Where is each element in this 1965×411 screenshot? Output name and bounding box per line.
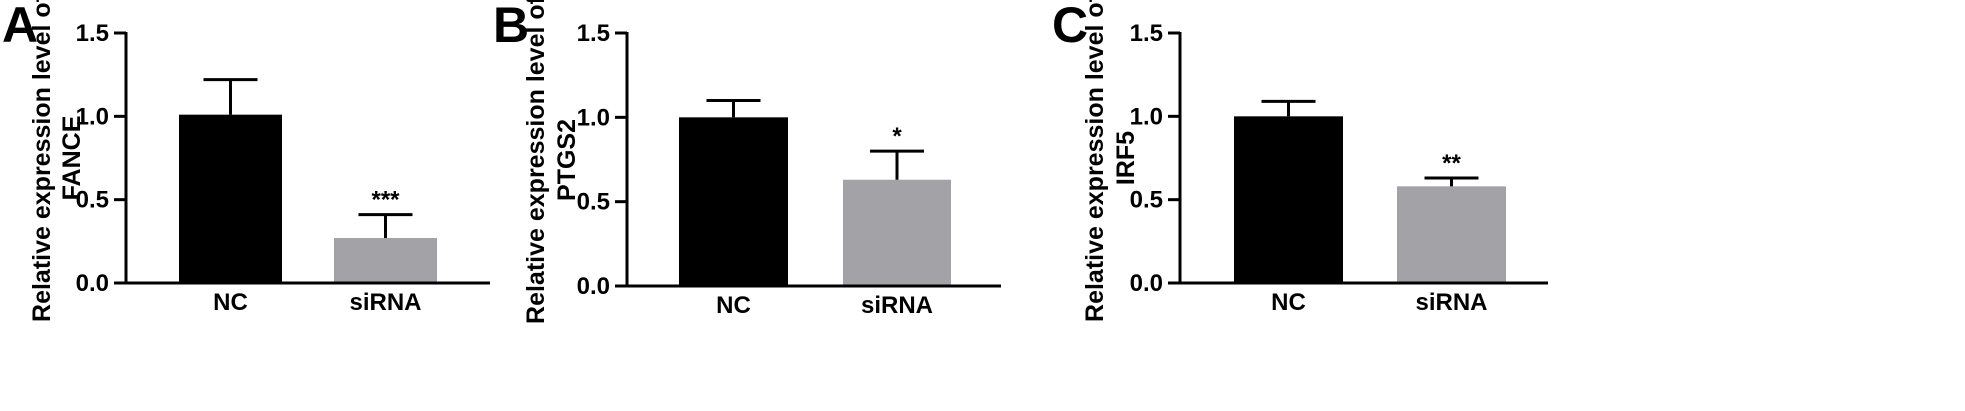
y-tick-label: 0.0 — [76, 270, 109, 297]
x-tick-label: siRNA — [1415, 289, 1487, 316]
x-tick-label: siRNA — [861, 292, 933, 319]
y-tick-label: 0.0 — [577, 273, 610, 300]
bar-nc — [179, 114, 282, 284]
significance-label: * — [892, 123, 902, 150]
y-tick-label: 0.5 — [1130, 187, 1163, 214]
significance-label: ** — [1442, 150, 1461, 177]
x-tick-label: NC — [1271, 289, 1306, 316]
y-tick-label: 1.0 — [1130, 103, 1163, 130]
y-axis-title-line2: IRF5 — [1112, 131, 1140, 185]
panel-letter: C — [1052, 0, 1088, 53]
y-tick-label: 1.5 — [76, 20, 109, 47]
bar-sirna — [1397, 186, 1506, 283]
y-axis-title-line2: FANCE — [58, 116, 86, 201]
y-tick-label: 0.5 — [76, 187, 109, 214]
y-tick-label: 0.5 — [577, 189, 610, 216]
bar-sirna — [843, 179, 951, 286]
y-tick-label: 1.0 — [76, 103, 109, 130]
y-tick-label: 1.5 — [577, 20, 610, 47]
y-axis-title: Relative expression level of — [522, 0, 550, 324]
bar-nc — [1234, 116, 1343, 283]
x-tick-label: NC — [716, 292, 751, 319]
y-tick-label: 1.0 — [577, 104, 610, 131]
panel-letter: B — [493, 0, 529, 53]
panel-letter: A — [2, 0, 38, 53]
x-tick-label: siRNA — [349, 289, 421, 316]
y-axis-title: Relative expression level of — [1081, 0, 1109, 322]
significance-label: *** — [371, 187, 400, 214]
y-axis-title: Relative expression level of — [28, 0, 56, 322]
y-axis-title-line2: PTGS2 — [553, 119, 581, 201]
bar-sirna — [334, 238, 437, 283]
y-tick-label: 0.0 — [1130, 270, 1163, 297]
y-tick-label: 1.5 — [1130, 20, 1163, 47]
bar-nc — [679, 117, 788, 286]
x-tick-label: NC — [213, 289, 248, 316]
